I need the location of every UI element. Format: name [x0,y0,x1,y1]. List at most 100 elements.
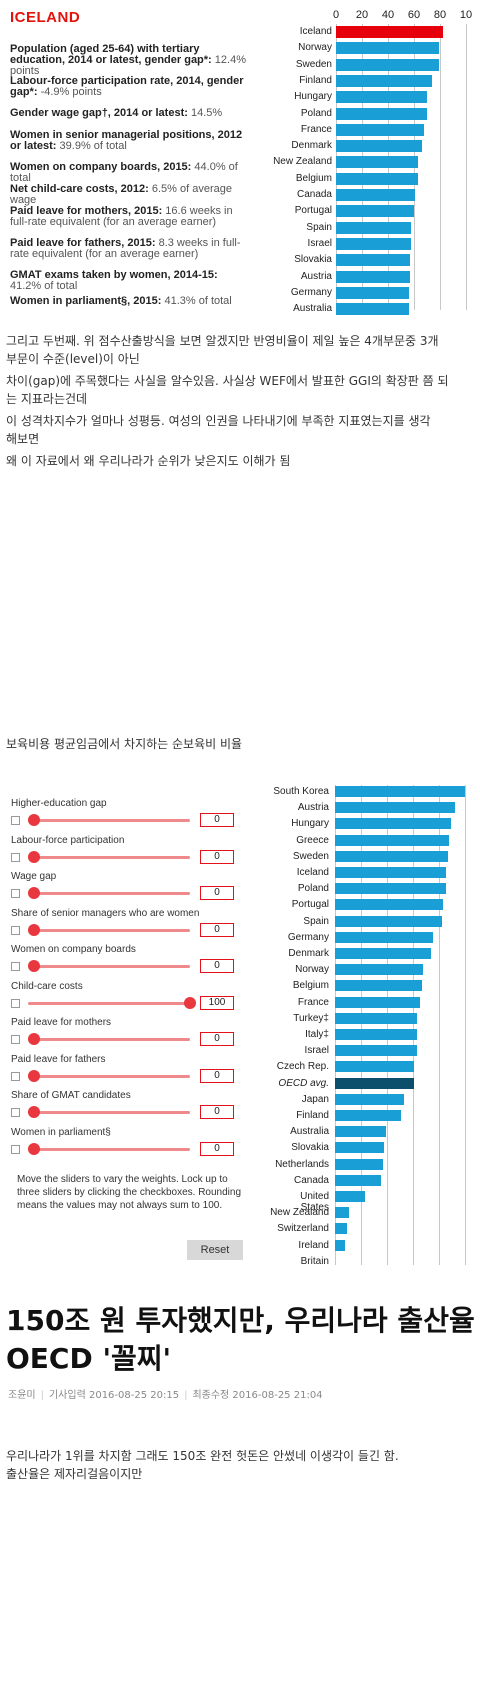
gridline [361,785,362,1265]
country-label: Belgium [295,172,332,184]
lock-checkbox[interactable] [11,1108,20,1117]
article-byline: 조윤미 | 기사입력 2016-08-25 20:15 | 최종수정 2016-08-2… [8,1390,323,1401]
slider-value-input[interactable]: 0 [200,886,234,900]
slider-value-input[interactable]: 100 [200,995,234,1010]
indicator-label: Population (aged 25-64) with tertiary ed… [10,43,212,66]
bar [335,931,433,943]
lock-checkbox[interactable] [11,1071,20,1081]
country-label: Germany [287,931,329,943]
slider-value-input[interactable]: 0 [200,959,234,973]
lock-checkbox[interactable] [11,1035,20,1044]
lock-checkbox[interactable] [11,1144,20,1154]
slider-track[interactable] [28,1111,190,1114]
slider-track[interactable] [28,892,190,895]
country-label: Iceland [299,26,332,37]
slider-track[interactable] [28,819,190,822]
indicator-label: Labour-force participation rate, 2014, g… [10,75,244,98]
lock-checkbox[interactable] [11,925,20,935]
article-author[interactable]: 조윤미 [8,1390,36,1401]
slider-handle[interactable] [28,1033,40,1045]
bar [335,786,465,797]
slider-value-input[interactable]: 0 [200,849,234,864]
slider-track[interactable] [28,855,190,859]
post-text-line: 는 지표라는건데 [6,392,88,406]
country-label: Denmark [291,140,332,152]
slider-handle[interactable] [28,887,40,899]
bar [336,58,439,71]
country-label: Iceland [296,867,329,878]
x-tick-label: 80 [433,9,447,21]
slider-handle[interactable] [28,960,40,972]
country-label: Britain [300,1255,329,1267]
lock-checkbox[interactable] [11,962,20,971]
slider-track[interactable] [28,1001,190,1005]
bar [335,850,449,862]
slider-value-input[interactable]: 0 [200,1105,234,1119]
slider-handle[interactable] [28,850,40,863]
indicator-value: 8.3 weeks in full-rate equivalent (for a… [10,237,241,260]
country-label: Czech Rep. [276,1061,329,1073]
lock-checkbox[interactable] [11,852,20,862]
slider-label: Child-care costs [11,980,83,992]
lock-checkbox[interactable] [11,998,20,1008]
country-label: Austria [300,270,332,282]
country-label: Norway [295,964,329,976]
slider-help-text: Move the sliders to vary the weights. Lo… [17,1174,242,1211]
indicator-label: Net child-care costs, 2012: [10,183,149,195]
bar [335,948,432,959]
slider-value-input[interactable]: 0 [200,1032,234,1046]
bar [336,237,412,250]
bar [335,899,443,911]
slider-handle[interactable] [28,1069,40,1082]
slider-track[interactable] [28,965,190,968]
country-label: Netherlands [275,1158,329,1170]
bar [335,1045,417,1057]
bar [336,91,427,104]
slider-value-input[interactable]: 0 [200,1141,234,1156]
country-label: Finland [296,1110,329,1121]
bar [335,883,446,895]
gridline [465,785,466,1265]
bar [335,1110,402,1121]
slider-handle[interactable] [28,814,40,826]
slider-value-input[interactable]: 0 [200,813,234,827]
country-label: Hungary [294,91,332,103]
lock-checkbox[interactable] [11,816,20,825]
reset-button[interactable]: Reset [187,1240,243,1260]
slider-track[interactable] [28,928,190,932]
slider-handle[interactable] [28,923,40,936]
slider-label: Paid leave for fathers [11,1053,106,1065]
indicator-item: Women on company boards, 2015: 44.0% of … [10,162,250,184]
slider-track[interactable] [28,1074,190,1078]
slider-handle[interactable] [28,1106,40,1118]
post-text-line: 그리고 두번째. 위 점수산출방식을 보면 알겠지만 반영비율이 제일 높은 4… [6,334,439,348]
slider-label: Paid leave for mothers [11,1017,112,1028]
country-label: Norway [298,42,332,54]
slider-track[interactable] [28,1038,190,1041]
gridline [387,785,388,1265]
post-text-line: 왜 이 자료에서 왜 우리나라가 순위가 낮은지도 이해가 됨 [6,454,291,468]
slider-value-input[interactable]: 0 [200,922,234,937]
indicator-label: Paid leave for mothers, 2015: [10,205,163,217]
lock-checkbox[interactable] [11,889,20,898]
indicator-item: Net child-care costs, 2012: 6.5% of aver… [10,184,250,206]
comment-line: 우리나라가 1위를 차지함 그래도 150조 완전 헛돈은 안썼네 이생각이 들… [6,1449,399,1463]
country-label: Belgium [292,980,329,992]
indicator-label: Gender wage gap†, 2014 or latest: [10,107,188,119]
slider-handle[interactable] [28,1142,40,1155]
slider-value-input[interactable]: 0 [200,1068,234,1083]
x-tick-label: 10 [459,9,473,21]
indicator-value: -4.9% points [40,86,102,98]
bar [335,1126,386,1138]
country-label: Slovakia [291,1142,329,1154]
country-label: Sweden [292,850,329,862]
slider-track[interactable] [28,1147,190,1151]
country-label: France [297,996,329,1008]
country-label: New Zealand [273,156,332,168]
country-label: Austria [297,802,329,814]
bar [336,303,409,316]
country-label: Spain [303,915,329,927]
bar [336,172,418,185]
bar [336,123,425,136]
slider-handle[interactable] [184,996,196,1009]
